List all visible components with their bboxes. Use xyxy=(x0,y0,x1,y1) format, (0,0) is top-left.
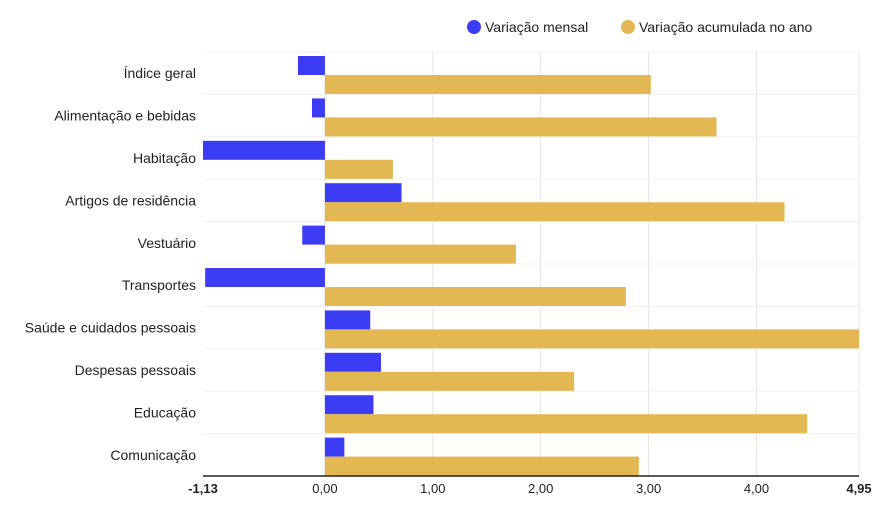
legend-label: Variação mensal xyxy=(485,19,588,35)
bar-variacao-acumulada xyxy=(324,159,393,179)
bar-variacao-acumulada xyxy=(324,414,808,434)
bar-variacao-acumulada xyxy=(324,329,860,349)
bar-variacao-mensal xyxy=(324,437,345,457)
bar-variacao-mensal xyxy=(324,310,371,330)
x-tick-label: 2,00 xyxy=(528,481,553,496)
bar-variacao-acumulada xyxy=(324,202,785,222)
bar-variacao-acumulada xyxy=(324,287,626,306)
x-tick-label: 4,95 xyxy=(846,481,871,496)
x-tick-label: 3,00 xyxy=(636,481,661,496)
category-label: Saúde e cuidados pessoais xyxy=(25,320,196,336)
bar-variacao-acumulada xyxy=(324,244,516,264)
x-tick-label: -1,13 xyxy=(188,481,218,496)
bar-variacao-mensal xyxy=(203,140,325,160)
category-label: Comunicação xyxy=(110,447,196,463)
bars xyxy=(203,56,860,476)
grid-lines xyxy=(203,51,860,476)
category-label: Índice geral xyxy=(124,65,196,81)
category-label: Habitação xyxy=(133,150,196,166)
category-label: Despesas pessoais xyxy=(75,362,196,378)
bar-variacao-mensal xyxy=(311,98,325,118)
category-label: Educação xyxy=(134,404,196,420)
legend-label: Variação acumulada no ano xyxy=(639,19,813,35)
x-tick-label: 4,00 xyxy=(744,481,769,496)
x-tick-label: 1,00 xyxy=(420,481,445,496)
bar-variacao-mensal xyxy=(302,225,325,245)
bar-variacao-mensal xyxy=(324,352,382,372)
category-label: Vestuário xyxy=(138,235,197,251)
category-label: Transportes xyxy=(122,277,196,293)
bar-variacao-mensal xyxy=(205,268,325,287)
category-label: Alimentação e bebidas xyxy=(54,108,196,124)
legend-marker xyxy=(621,20,635,34)
bar-variacao-acumulada xyxy=(324,456,639,476)
legend: Variação mensal Variação acumulada no ano xyxy=(467,19,813,35)
x-tick-label: 0,00 xyxy=(312,481,337,496)
bar-variacao-acumulada xyxy=(324,75,651,94)
bar-variacao-mensal xyxy=(297,56,325,75)
bar-variacao-acumulada xyxy=(324,117,717,137)
legend-marker xyxy=(467,20,481,34)
bar-variacao-acumulada xyxy=(324,371,575,391)
category-labels: Índice geral Alimentação e bebidas Habitaç… xyxy=(25,65,196,463)
category-label: Artigos de residência xyxy=(65,192,196,208)
bar-variacao-mensal xyxy=(324,395,374,415)
x-tick-labels: -1,13 0,00 1,00 2,00 3,00 4,00 4,95 xyxy=(188,481,871,496)
bar-variacao-mensal xyxy=(324,183,402,203)
